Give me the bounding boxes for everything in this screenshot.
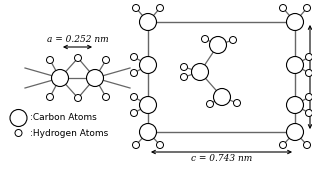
Circle shape: [305, 54, 312, 61]
Circle shape: [305, 109, 312, 116]
Circle shape: [280, 4, 286, 12]
Text: :Carbon Atoms: :Carbon Atoms: [30, 114, 97, 123]
Circle shape: [233, 99, 241, 106]
Circle shape: [192, 64, 208, 81]
Circle shape: [230, 37, 236, 44]
Text: a = 0.252 nm: a = 0.252 nm: [47, 35, 108, 44]
Circle shape: [75, 55, 81, 62]
Circle shape: [286, 123, 304, 140]
Circle shape: [15, 130, 22, 137]
Circle shape: [130, 94, 138, 100]
Circle shape: [103, 56, 110, 64]
Circle shape: [213, 89, 231, 106]
Circle shape: [51, 70, 69, 87]
Circle shape: [305, 94, 312, 100]
Circle shape: [157, 4, 163, 12]
Circle shape: [304, 4, 310, 12]
Circle shape: [46, 56, 53, 64]
Circle shape: [133, 4, 139, 12]
Circle shape: [139, 56, 157, 73]
Circle shape: [75, 95, 81, 101]
Circle shape: [133, 141, 139, 149]
Circle shape: [139, 123, 157, 140]
Circle shape: [157, 141, 163, 149]
Text: c = 0.743 nm: c = 0.743 nm: [191, 154, 252, 163]
Circle shape: [139, 13, 157, 30]
Circle shape: [130, 70, 138, 76]
Circle shape: [305, 70, 312, 76]
Circle shape: [286, 56, 304, 73]
Circle shape: [130, 109, 138, 116]
Circle shape: [10, 109, 27, 126]
Circle shape: [130, 54, 138, 61]
Circle shape: [209, 37, 227, 54]
Text: :Hydrogen Atoms: :Hydrogen Atoms: [30, 129, 108, 138]
Circle shape: [207, 100, 213, 107]
Circle shape: [202, 36, 208, 42]
Circle shape: [280, 141, 286, 149]
Circle shape: [103, 94, 110, 100]
Circle shape: [181, 73, 188, 81]
Circle shape: [286, 97, 304, 114]
Circle shape: [46, 94, 53, 100]
Circle shape: [286, 13, 304, 30]
Circle shape: [86, 70, 104, 87]
Circle shape: [181, 64, 188, 71]
Circle shape: [139, 97, 157, 114]
Circle shape: [304, 141, 310, 149]
